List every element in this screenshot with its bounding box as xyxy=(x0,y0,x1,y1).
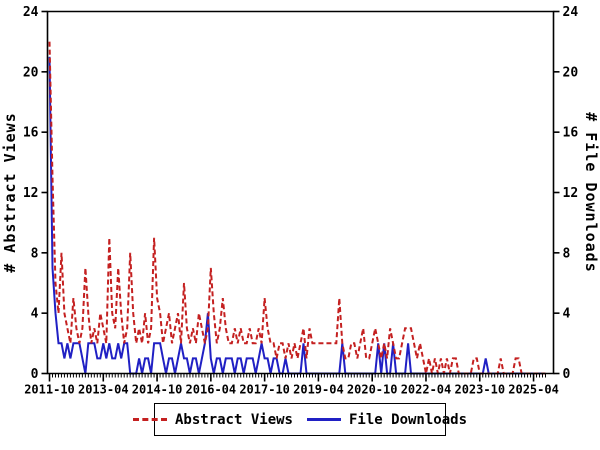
y-axis-title-left: # Abstract Views xyxy=(1,112,19,273)
x-tick-label: 2019-04 xyxy=(293,383,344,397)
y-tick-label-right: 24 xyxy=(563,5,579,20)
y-tick-label-left: 4 xyxy=(31,307,39,322)
y-tick-label-right: 20 xyxy=(563,65,579,80)
y-tick-label-left: 20 xyxy=(23,65,39,80)
y-tick-label-left: 8 xyxy=(31,246,39,261)
x-tick-label: 2011-10 xyxy=(24,383,75,397)
y-tick-label-right: 12 xyxy=(563,186,579,201)
y-tick-label-left: 24 xyxy=(23,5,39,20)
x-tick-label: 2017-10 xyxy=(239,383,290,397)
legend-entry-file-downloads: File Downloads xyxy=(307,412,467,428)
y-tick-label-left: 16 xyxy=(23,126,39,141)
legend-label-abstract-views: Abstract Views xyxy=(174,411,293,428)
chart-legend: Abstract Views File Downloads xyxy=(132,403,467,436)
legend-entry-abstract-views: Abstract Views xyxy=(132,411,293,428)
dashed-line-sample-icon xyxy=(132,418,167,421)
x-tick-label: 2025-04 xyxy=(508,383,559,397)
y-axis-title-right: # File Downloads xyxy=(582,112,600,273)
x-tick-label: 2014-10 xyxy=(132,383,183,397)
x-tick-label: 2023-10 xyxy=(454,383,505,397)
series-line-file-downloads xyxy=(48,56,546,375)
x-tick-label: 2020-10 xyxy=(347,383,398,397)
x-tick-label: 2013-04 xyxy=(78,383,129,397)
y-tick-label-right: 4 xyxy=(563,307,571,322)
x-tick-label: 2022-04 xyxy=(401,383,452,397)
y-tick-label-right: 8 xyxy=(563,246,571,261)
y-tick-label-left: 0 xyxy=(31,367,39,382)
x-tick-label: 2016-04 xyxy=(186,383,237,397)
solid-line-sample-icon xyxy=(307,418,341,421)
series-line-abstract-views xyxy=(48,41,546,375)
y-tick-label-right: 16 xyxy=(563,126,579,141)
y-tick-label-right: 0 xyxy=(563,367,571,382)
legend-label-file-downloads: File Downloads xyxy=(349,411,468,428)
plot-frame xyxy=(46,10,555,375)
y-tick-label-left: 12 xyxy=(23,186,39,201)
